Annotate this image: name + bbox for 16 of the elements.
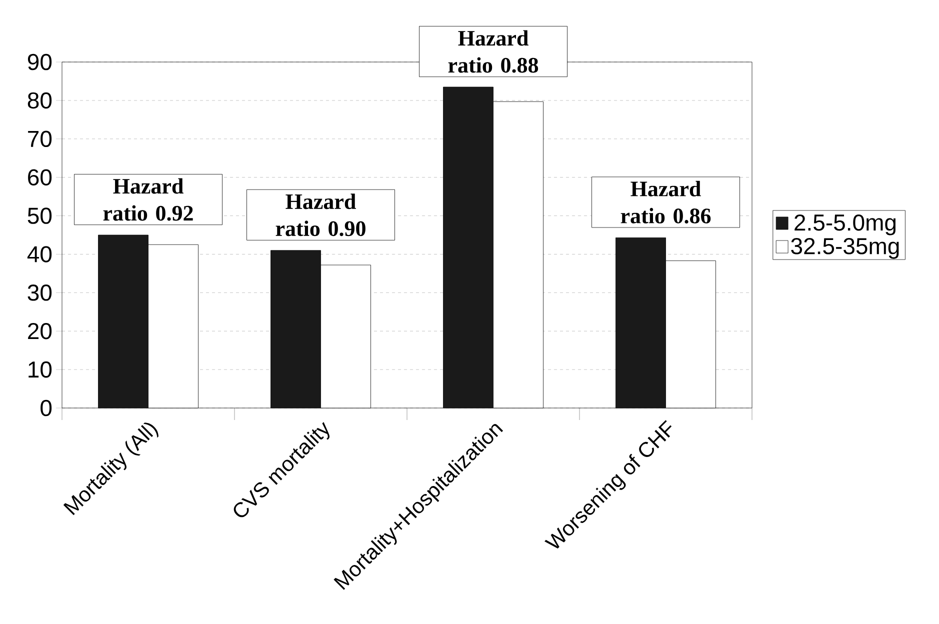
annotation: Hazard ratio 0.92	[103, 178, 193, 221]
y-tick-label: 80	[28, 92, 52, 109]
y-tick-label: 70	[28, 130, 52, 148]
y-tick-label: 0	[40, 400, 52, 416]
legend-label: 32.5-35mg	[791, 238, 899, 259]
annotation: Hazard ratio 0.90	[276, 194, 366, 236]
y-tick-label: 90	[28, 54, 52, 70]
y-tick-label: 60	[28, 169, 52, 186]
annotation: Hazard ratio 0.86	[620, 180, 711, 224]
y-tick-label: 20	[28, 322, 52, 340]
y-tick-label: 10	[28, 361, 52, 378]
y-tick-label: 50	[28, 208, 52, 224]
legend-label: 2.5-5.0mg	[794, 214, 896, 236]
annotation: Hazard ratio 0.88	[448, 30, 538, 73]
y-tick-label: 40	[27, 246, 52, 262]
y-tick-label: 30	[28, 284, 52, 301]
